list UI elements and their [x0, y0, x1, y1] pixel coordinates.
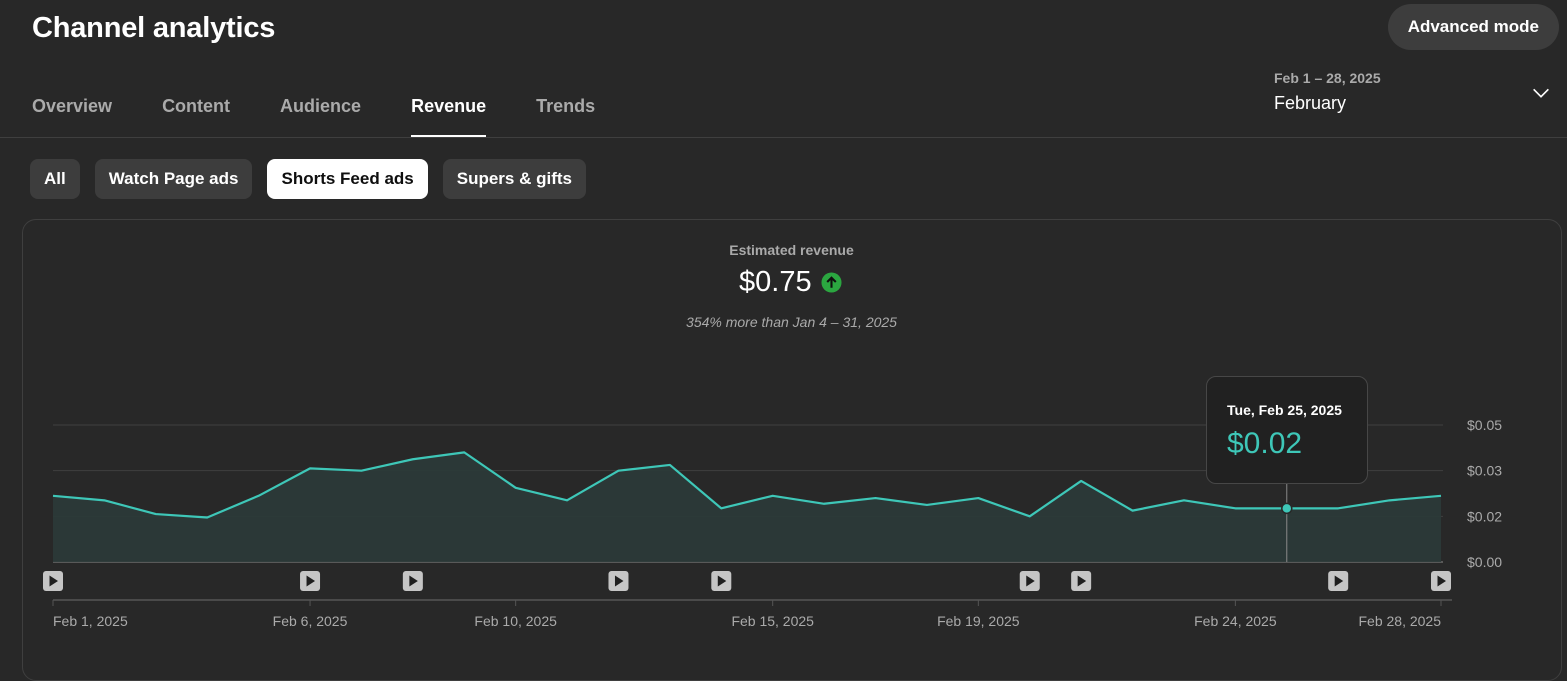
metric-row: $0.75 [739, 266, 842, 299]
tooltip-value: $0.02 [1227, 427, 1303, 460]
tab-bar: Overview Content Audience Revenue Trends [32, 96, 645, 138]
filter-chips: All Watch Page ads Shorts Feed ads Super… [30, 159, 601, 199]
date-range-text: Feb 1 – 28, 2025 [1274, 70, 1381, 86]
page-title: Channel analytics [32, 12, 276, 44]
chip-all[interactable]: All [30, 159, 80, 199]
date-period-name: February [1274, 93, 1347, 113]
chart-tooltip: Tue, Feb 25, 2025 $0.02 [1206, 376, 1368, 484]
play-icon [1334, 575, 1344, 587]
tab-trends[interactable]: Trends [536, 96, 596, 116]
chevron-down-icon[interactable] [1530, 82, 1552, 104]
metric-label: Estimated revenue [729, 242, 854, 258]
y-tick-label: $0.05 [1467, 417, 1502, 433]
chip-supers-gifts[interactable]: Supers & gifts [442, 159, 586, 199]
header-divider [0, 137, 1567, 138]
play-icon [409, 575, 418, 587]
x-tick-label: Feb 24, 2025 [1194, 613, 1277, 629]
x-tick-label: Feb 19, 2025 [937, 613, 1020, 629]
tab-audience[interactable]: Audience [280, 96, 362, 116]
y-tick-label: $0.00 [1467, 554, 1502, 570]
x-tick-label: Feb 28, 2025 [1358, 613, 1441, 629]
arrow-up-icon [821, 272, 842, 293]
tab-content[interactable]: Content [162, 96, 231, 116]
play-icon [306, 575, 316, 587]
play-icon [49, 575, 58, 587]
comparison-text: 354% more than Jan 4 – 31, 2025 [686, 314, 897, 330]
x-tick-label: Feb 15, 2025 [731, 613, 814, 629]
tab-revenue[interactable]: Revenue [411, 96, 487, 138]
y-tick-label: $0.03 [1467, 463, 1502, 479]
chip-watch-page-ads[interactable]: Watch Page ads [94, 159, 253, 199]
series-line [52, 451, 1442, 519]
highlight-point [1281, 502, 1293, 515]
play-icon [717, 575, 727, 587]
x-tick-label: Feb 6, 2025 [273, 613, 348, 629]
series-area [53, 452, 1441, 562]
tab-overview[interactable]: Overview [32, 96, 113, 116]
y-tick-label: $0.02 [1467, 508, 1502, 524]
revenue-chart: $0.05 $0.03 $0.02 $0.00 Feb 1, 2025 Feb 6, 20… [43, 417, 1502, 629]
play-icon [1437, 575, 1446, 587]
play-icon [1026, 575, 1035, 587]
advanced-mode-button[interactable]: Advanced mode [1387, 4, 1559, 50]
chip-shorts-feed-ads[interactable]: Shorts Feed ads [267, 159, 428, 199]
metric-value: $0.75 [739, 266, 812, 298]
play-icon [1077, 575, 1087, 587]
x-tick-label: Feb 1, 2025 [53, 613, 128, 629]
tooltip-date: Tue, Feb 25, 2025 [1227, 402, 1342, 418]
play-icon [614, 575, 624, 587]
x-tick-label: Feb 10, 2025 [474, 613, 557, 629]
